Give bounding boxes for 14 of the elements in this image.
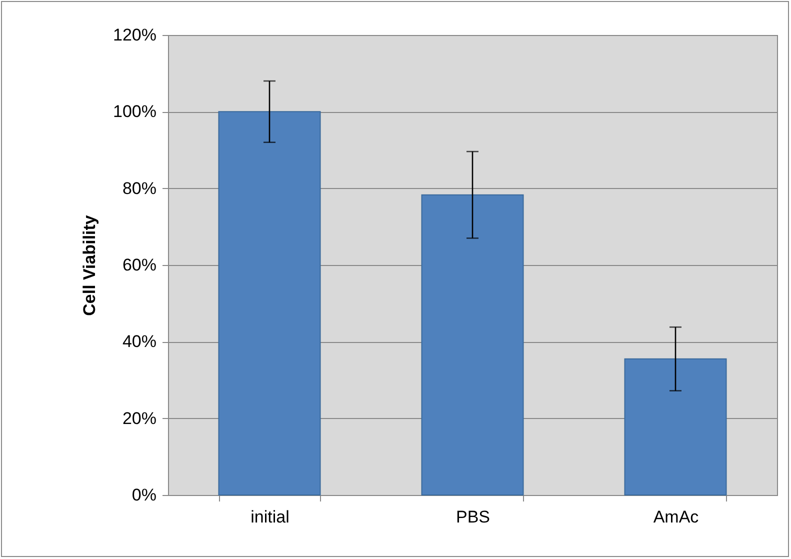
y-tick-label: 80% xyxy=(122,178,156,198)
y-tick-label: 60% xyxy=(122,256,156,274)
x-tick-label: AmAc xyxy=(653,508,700,526)
y-tick-label: 0% xyxy=(132,486,156,504)
y-tick-label: 20% xyxy=(122,408,156,428)
bar xyxy=(421,194,524,496)
x-tick-label: initial xyxy=(250,508,290,526)
y-axis-title: Cell Viability xyxy=(80,214,100,316)
y-tick-label: 40% xyxy=(122,332,156,352)
bar xyxy=(624,358,727,496)
bar xyxy=(218,111,321,496)
y-tick-label: 120% xyxy=(113,26,156,44)
y-tick-label: 100% xyxy=(113,102,156,122)
x-tick-label: PBS xyxy=(456,508,490,526)
